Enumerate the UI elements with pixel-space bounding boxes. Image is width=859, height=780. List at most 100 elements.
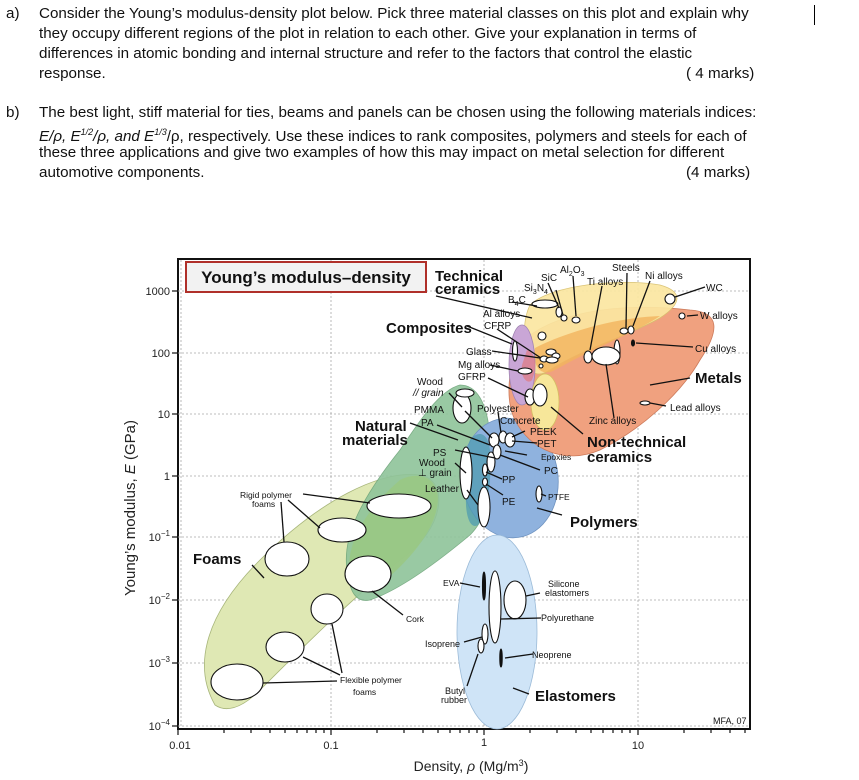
question-b-line-2: E/ρ, E1/2/ρ, and E1/3/ρ, respectively. U… xyxy=(39,123,747,147)
material-labels: WC W alloys Cu alloys Lead alloys Ni all… xyxy=(240,263,747,726)
label-flexible-foams-2: foams xyxy=(353,687,376,697)
label-pa: PA xyxy=(421,418,434,429)
x-tick-0-1: 0.1 xyxy=(323,740,338,752)
label-eva: EVA xyxy=(443,578,460,588)
family-labels: Technical ceramics Composites Metals Nat… xyxy=(193,268,742,705)
y-axis-label: Young’s modulus, E (GPa) xyxy=(122,420,139,596)
question-a-line-4: response. xyxy=(39,65,106,82)
label-cfrp: CFRP xyxy=(484,321,512,332)
label-pp: PP xyxy=(502,475,516,486)
leader-lines xyxy=(251,272,706,695)
index-sup-third: 1/3 xyxy=(154,127,167,137)
label-butyl-1: Butyl xyxy=(445,686,465,696)
label-mg-alloys: Mg alloys xyxy=(458,360,500,371)
question-b-label: b) xyxy=(6,104,20,121)
y-tick-1: 1 xyxy=(164,471,170,483)
label-pe: PE xyxy=(502,497,516,508)
label-neoprene: Neoprene xyxy=(532,650,572,660)
chart-title: Young’s modulus–density xyxy=(201,268,411,287)
index-mid: /ρ, and E xyxy=(93,128,155,146)
label-ps: PS xyxy=(433,448,447,459)
y-tick-1e-3: 10−3 xyxy=(149,655,171,670)
credit-label: MFA, 07 xyxy=(713,716,747,726)
label-b4c: B4C xyxy=(508,295,526,308)
label-non-technical-2: ceramics xyxy=(587,449,652,466)
y-tick-1e-1: 10−1 xyxy=(149,529,171,544)
label-pc: PC xyxy=(544,466,558,477)
label-natural-1: Natural xyxy=(355,418,407,435)
label-wood-perp-1: Wood xyxy=(419,458,445,469)
label-ptfe: PTFE xyxy=(548,492,570,502)
question-a-line-3: differences in atomic bonding and intern… xyxy=(39,45,693,62)
label-foams: Foams xyxy=(193,551,241,568)
label-metals: Metals xyxy=(695,370,742,387)
index-e-rho: E/ρ, E xyxy=(39,128,81,146)
x-tick-1: 1 xyxy=(481,737,487,749)
label-flexible-foams-1: Flexible polymer xyxy=(340,675,402,685)
label-polyurethane: Polyurethane xyxy=(541,613,594,623)
family-envelopes xyxy=(204,281,715,730)
x-tick-labels: 0.01 0.1 1 10 xyxy=(169,737,644,752)
x-tick-10: 10 xyxy=(632,740,644,752)
y-tick-10: 10 xyxy=(158,409,170,421)
question-a-label: a) xyxy=(6,5,20,22)
label-composites: Composites xyxy=(386,320,472,337)
x-tick-0-01: 0.01 xyxy=(169,740,190,752)
label-technical-ceramics-2: ceramics xyxy=(435,281,500,298)
question-b-marks: (4 marks) xyxy=(686,164,751,181)
label-pet: PET xyxy=(537,439,556,450)
question-a-line-1: Consider the Young’s modulus-density plo… xyxy=(39,5,749,22)
label-silicone-1: Silicone xyxy=(548,579,580,589)
label-leather: Leather xyxy=(425,484,460,495)
label-ti-alloys: Ti alloys xyxy=(587,277,623,288)
label-si3n4: Si3N4 xyxy=(524,283,548,296)
material-bubbles xyxy=(210,293,686,701)
y-tick-1e-4: 10−4 xyxy=(149,718,171,733)
y-tick-100: 100 xyxy=(152,348,170,360)
label-rigid-foams-1: Rigid polymer xyxy=(240,490,292,500)
question-a-marks: ( 4 marks) xyxy=(686,65,755,82)
label-pmma: PMMA xyxy=(414,405,444,416)
label-isoprene: Isoprene xyxy=(425,639,460,649)
index-sup-half: 1/2 xyxy=(80,127,94,137)
label-wc: WC xyxy=(706,283,723,294)
label-polyester: Polyester xyxy=(477,404,519,415)
x-axis-ticks xyxy=(177,729,746,735)
label-zinc-alloys: Zinc alloys xyxy=(589,416,636,427)
question-a-line-2: they occupy different regions of the plo… xyxy=(39,25,697,42)
label-cork: Cork xyxy=(406,614,425,624)
label-w-alloys: W alloys xyxy=(700,311,738,322)
label-rigid-foams-2: foams xyxy=(252,499,275,509)
label-silicone-2: elastomers xyxy=(545,588,590,598)
label-al-alloys: Al alloys xyxy=(483,309,520,320)
text-cursor xyxy=(814,5,815,25)
label-wood-perp-2: ⊥ grain xyxy=(418,468,452,479)
y-tick-1000: 1000 xyxy=(146,286,170,298)
label-peek: PEEK xyxy=(530,427,557,438)
label-wood-parallel-1: Wood xyxy=(417,377,443,388)
label-technical-ceramics-1: Technical xyxy=(435,268,503,285)
label-epoxies: Epoxies xyxy=(541,452,571,462)
y-axis-ticks xyxy=(172,290,178,727)
label-lead-alloys: Lead alloys xyxy=(670,403,721,414)
question-b-line-1: The best light, stiff material for ties,… xyxy=(39,104,757,121)
question-b-line-4: automotive components. xyxy=(39,164,205,181)
label-sic: SiC xyxy=(541,273,557,284)
question-a: a) Consider the Young’s modulus-density … xyxy=(0,4,859,84)
label-natural-2: materials xyxy=(342,432,408,449)
label-elastomers: Elastomers xyxy=(535,688,616,705)
label-steels: Steels xyxy=(612,263,640,274)
question-b: b) The best light, stiff material for ti… xyxy=(0,103,859,183)
y-tick-labels: 1000 100 10 1 10−1 10−2 10−3 10−4 xyxy=(146,286,171,733)
question-b-line-3: these three applications and give two ex… xyxy=(39,144,725,161)
label-concrete: Concrete xyxy=(500,416,541,427)
label-polymers: Polymers xyxy=(570,514,638,531)
chart-title-box xyxy=(185,261,427,293)
y-tick-1e-2: 10−2 xyxy=(149,592,171,607)
label-glass: Glass xyxy=(466,347,492,358)
label-al2o3: Al2O3 xyxy=(560,265,585,278)
label-gfrp: GFRP xyxy=(458,372,486,383)
label-ni-alloys: Ni alloys xyxy=(645,271,683,282)
x-axis-label: Density, ρ (Mg/m3) xyxy=(414,758,529,774)
